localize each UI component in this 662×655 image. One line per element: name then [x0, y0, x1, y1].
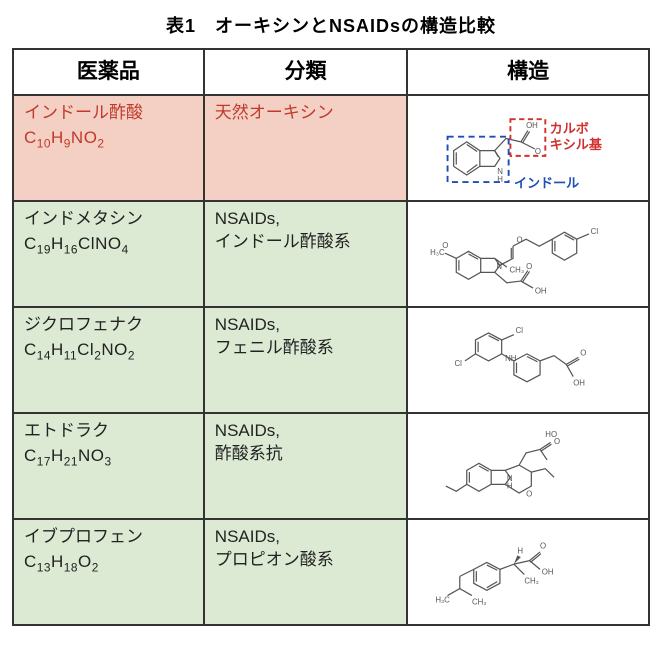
- page-wrap: 表1 オーキシンとNSAIDsの構造比較 医薬品 分類 構造 インドール酢酸C1…: [0, 0, 662, 638]
- col-header-structure: 構造: [407, 49, 649, 95]
- atom-label: O: [540, 542, 546, 551]
- atom-label-o: O: [535, 147, 541, 156]
- indole-label: インドール: [514, 176, 579, 191]
- classification-line: NSAIDs,: [215, 208, 399, 231]
- comparison-table: 医薬品 分類 構造 インドール酢酸C10H9NO2 天然オーキシン N H OH …: [12, 48, 650, 626]
- atom-label: O: [526, 262, 532, 271]
- atom-label: OH: [535, 287, 547, 296]
- table-row: エトドラクC17H21NO3NSAIDs,酢酸系抗 N H O HO O: [13, 413, 649, 519]
- drug-cell: インドール酢酸C10H9NO2: [13, 95, 204, 201]
- table-header-row: 医薬品 分類 構造: [13, 49, 649, 95]
- classification-line: プロピオン酸系: [215, 549, 399, 572]
- classification-cell: NSAIDs,プロピオン酸系: [204, 519, 408, 625]
- atom-label: CH₃: [472, 598, 487, 607]
- drug-formula: C19H16ClNO4: [24, 233, 195, 257]
- classification-line: 天然オーキシン: [215, 102, 399, 125]
- atom-label: H: [507, 482, 513, 491]
- atom-label-oh: OH: [526, 121, 538, 130]
- classification-line: NSAIDs,: [215, 420, 399, 443]
- drug-name: イブプロフェン: [24, 526, 195, 549]
- classification-cell: NSAIDs,酢酸系抗: [204, 413, 408, 519]
- structure-cell: N H O HO O: [407, 413, 649, 519]
- drug-formula: C17H21NO3: [24, 445, 195, 469]
- atom-label: Cl: [455, 359, 463, 368]
- classification-line: インドール酢酸系: [215, 231, 399, 254]
- drug-name: インドール酢酸: [24, 102, 195, 125]
- structure-etodolac: N H O HO O: [412, 418, 644, 514]
- classification-cell: NSAIDs,インドール酢酸系: [204, 201, 408, 307]
- drug-name: エトドラク: [24, 420, 195, 443]
- drug-name: ジクロフェナク: [24, 314, 195, 337]
- atom-label: O: [443, 241, 449, 250]
- col-header-drug: 医薬品: [13, 49, 204, 95]
- atom-label: O: [517, 236, 523, 245]
- atom-label: CH₃: [525, 577, 540, 586]
- drug-cell: エトドラクC17H21NO3: [13, 413, 204, 519]
- drug-formula: C10H9NO2: [24, 127, 195, 151]
- table-row: インドメタシンC19H16ClNO4NSAIDs,インドール酢酸系 H₃C O …: [13, 201, 649, 307]
- drug-formula: C13H18O2: [24, 551, 195, 575]
- structure-cell: N H OH O カルボ キシル基 インドール: [407, 95, 649, 201]
- atom-label: CH₃: [510, 266, 525, 275]
- atom-label: Cl: [516, 326, 524, 335]
- classification-cell: 天然オーキシン: [204, 95, 408, 201]
- atom-label: H₃C: [436, 596, 451, 605]
- table-row: インドール酢酸C10H9NO2 天然オーキシン N H OH O カルボ キシル基…: [13, 95, 649, 201]
- atom-label: NH: [505, 354, 517, 363]
- atom-label: N: [497, 262, 503, 271]
- classification-line: NSAIDs,: [215, 526, 399, 549]
- carboxyl-label-l2: キシル基: [550, 136, 603, 152]
- drug-cell: ジクロフェナクC14H11Cl2NO2: [13, 307, 204, 413]
- classification-cell: NSAIDs,フェニル酢酸系: [204, 307, 408, 413]
- atom-label: OH: [542, 568, 554, 577]
- classification-line: フェニル酢酸系: [215, 337, 399, 360]
- col-header-class: 分類: [204, 49, 408, 95]
- structure-cell: H₃C CH₃ H CH₃ O OH: [407, 519, 649, 625]
- structure-iaa: N H OH O カルボ キシル基 インドール: [412, 100, 644, 196]
- atom-label: O: [554, 438, 560, 447]
- carboxyl-label-l1: カルボ: [550, 122, 589, 137]
- drug-formula: C14H11Cl2NO2: [24, 339, 195, 363]
- atom-label: Cl: [591, 227, 599, 236]
- atom-label: O: [526, 490, 532, 499]
- atom-label: O: [581, 349, 587, 358]
- drug-cell: イブプロフェンC13H18O2: [13, 519, 204, 625]
- classification-line: 酢酸系抗: [215, 443, 399, 466]
- drug-cell: インドメタシンC19H16ClNO4: [13, 201, 204, 307]
- structure-cell: H₃C O N CH₃ O Cl O OH: [407, 201, 649, 307]
- structure-indomethacin: H₃C O N CH₃ O Cl O OH: [412, 206, 644, 302]
- table-title: 表1 オーキシンとNSAIDsの構造比較: [12, 12, 650, 38]
- structure-cell: Cl Cl NH O OH: [407, 307, 649, 413]
- structure-ibuprofen: H₃C CH₃ H CH₃ O OH: [412, 524, 644, 620]
- structure-diclofenac: Cl Cl NH O OH: [412, 312, 644, 408]
- table-row: イブプロフェンC13H18O2NSAIDs,プロピオン酸系 H₃C CH₃ H …: [13, 519, 649, 625]
- drug-name: インドメタシン: [24, 208, 195, 231]
- atom-label: OH: [574, 379, 586, 388]
- atom-label: H: [518, 547, 524, 556]
- classification-line: NSAIDs,: [215, 314, 399, 337]
- table-row: ジクロフェナクC14H11Cl2NO2NSAIDs,フェニル酢酸系 Cl Cl …: [13, 307, 649, 413]
